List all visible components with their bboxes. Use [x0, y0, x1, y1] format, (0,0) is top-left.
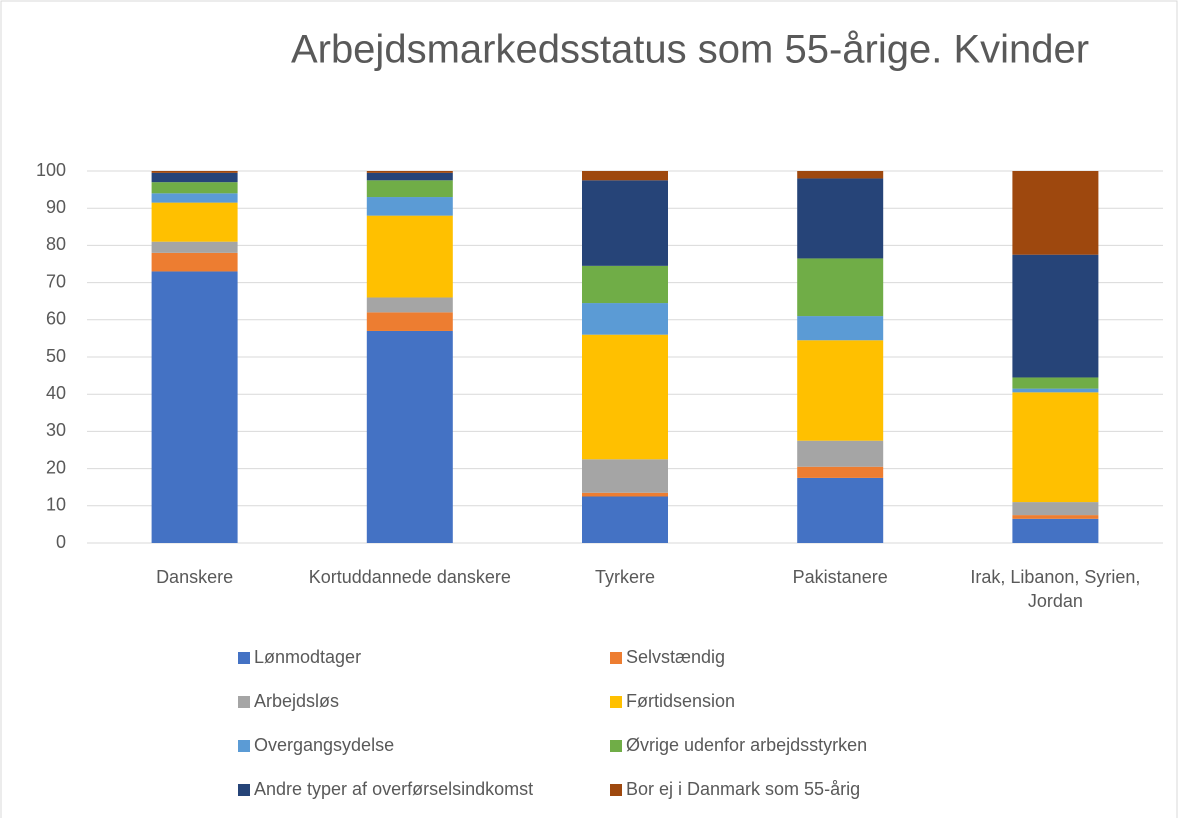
- bar-segment: [366, 330, 453, 543]
- bar-segment: [797, 340, 884, 441]
- bar-segment: [797, 178, 884, 259]
- bar-segment: [1012, 388, 1099, 393]
- legend-label: Andre typer af overførselsindkomst: [254, 779, 533, 799]
- bar-segment: [151, 182, 238, 194]
- bar-segment: [797, 171, 884, 179]
- y-tick-label: 80: [46, 234, 66, 254]
- bar-segment: [582, 459, 668, 493]
- bar-segment: [366, 215, 453, 298]
- legend-label: Arbejdsløs: [254, 691, 339, 711]
- y-tick-label: 50: [46, 346, 66, 366]
- bar-segment: [366, 171, 453, 173]
- bar-segment: [582, 303, 668, 335]
- bar-segment: [151, 252, 238, 272]
- x-tick-label: Irak, Libanon, Syrien, Jordan: [970, 567, 1141, 611]
- bar-segment: [1012, 502, 1099, 516]
- bar-segment: [151, 172, 238, 183]
- legend-label: Lønmodtager: [254, 647, 361, 667]
- legend-label: Førtidsension: [626, 691, 735, 711]
- legend-label: Selvstændig: [626, 647, 725, 667]
- legend-swatch: [238, 696, 250, 708]
- legend-swatch: [238, 784, 250, 796]
- y-tick-label: 60: [46, 309, 66, 329]
- y-tick-label: 40: [46, 383, 66, 403]
- y-tick-label: 100: [36, 160, 66, 180]
- x-tick-label: Pakistanere: [792, 567, 888, 587]
- y-tick-label: 20: [46, 457, 66, 477]
- bar-segment: [366, 312, 453, 331]
- legend-label: Øvrige udenfor arbejdsstyrken: [626, 735, 867, 755]
- bar-segment: [366, 297, 453, 313]
- x-tick-label: Tyrkere: [594, 567, 655, 587]
- y-tick-label: 30: [46, 420, 66, 440]
- bar-segment: [1012, 392, 1099, 503]
- bar-segment: [582, 492, 668, 497]
- bar-segment: [582, 265, 668, 304]
- bar-segment: [151, 193, 238, 203]
- bar-segment: [151, 271, 238, 543]
- bar-segment: [797, 258, 884, 317]
- bar-segment: [1012, 515, 1099, 519]
- bar-segment: [151, 202, 238, 242]
- bar-segment: [582, 180, 668, 266]
- bar-segment: [1012, 518, 1099, 543]
- legend-swatch: [238, 652, 250, 664]
- bar-segment: [366, 172, 453, 181]
- bar-segment: [1012, 377, 1099, 389]
- bar-segment: [797, 466, 884, 478]
- y-tick-label: 70: [46, 271, 66, 291]
- bar-segment: [797, 477, 884, 543]
- legend-label: Bor ej i Danmark som 55-årig: [626, 779, 860, 799]
- y-tick-label: 90: [46, 197, 66, 217]
- y-tick-label: 0: [56, 532, 66, 552]
- bar-segment: [366, 197, 453, 216]
- bar-segment: [1012, 171, 1099, 255]
- y-tick-label: 10: [46, 495, 66, 515]
- legend-swatch: [610, 652, 622, 664]
- legend-swatch: [610, 696, 622, 708]
- bar-segment: [151, 171, 238, 173]
- x-tick-label: Danskere: [156, 567, 234, 587]
- legend-label: Overgangsydelse: [254, 735, 394, 755]
- legend-swatch: [238, 740, 250, 752]
- legend-swatch: [610, 784, 622, 796]
- x-tick-label: Kortuddannede danskere: [308, 567, 511, 587]
- bar-segment: [1012, 254, 1099, 378]
- bar-segment: [582, 171, 668, 181]
- bar-segment: [366, 180, 453, 198]
- bar-segment: [582, 496, 668, 543]
- bar-segment: [797, 316, 884, 341]
- legend-swatch: [610, 740, 622, 752]
- bar-segment: [582, 334, 668, 460]
- bar-segment: [797, 440, 884, 467]
- chart-title: Arbejdsmarkedsstatus som 55-årige. Kvind…: [291, 28, 1089, 72]
- bar-segment: [151, 241, 238, 253]
